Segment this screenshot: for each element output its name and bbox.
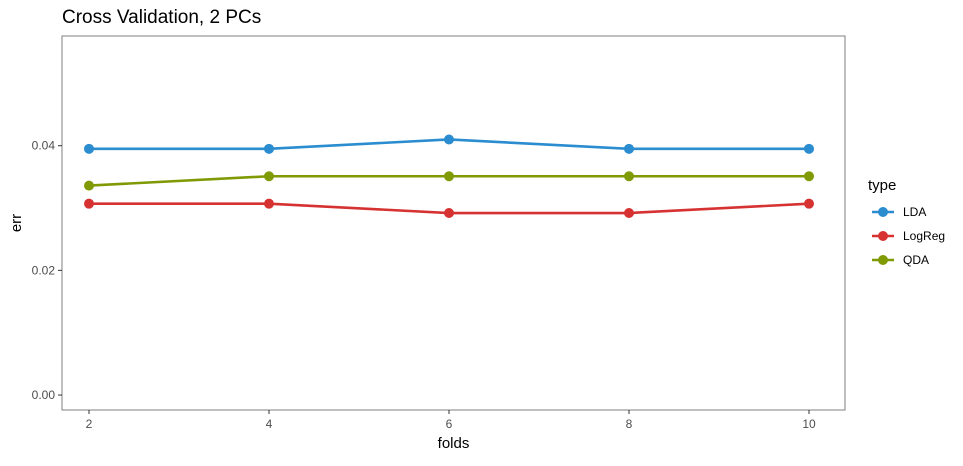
data-point-qda: [84, 180, 94, 191]
y-axis: 0.00 0.02 0.04: [32, 139, 62, 402]
series-logreg: [84, 198, 814, 219]
data-point-logreg: [624, 208, 634, 219]
data-point-logreg: [84, 198, 94, 209]
legend-label: QDA: [903, 253, 929, 267]
chart-title: Cross Validation, 2 PCs: [62, 7, 261, 28]
legend-item-lda: LDA: [872, 205, 926, 219]
data-point-logreg: [264, 198, 274, 209]
legend-key-point: [878, 207, 888, 217]
legend-item-logreg: LogReg: [872, 229, 945, 243]
data-point-qda: [624, 171, 634, 182]
y-tick-label: 0.04: [32, 139, 56, 153]
y-axis-title: err: [8, 214, 25, 232]
legend-label: LogReg: [903, 229, 945, 243]
x-tick-label: 6: [446, 417, 453, 431]
data-point-lda: [444, 134, 454, 145]
data-point-lda: [264, 143, 274, 154]
data-point-qda: [264, 171, 274, 182]
x-axis: 2 4 6 8 10: [86, 410, 816, 431]
x-tick-label: 8: [626, 417, 633, 431]
x-tick-label: 10: [802, 417, 816, 431]
data-point-lda: [624, 143, 634, 154]
x-tick-label: 2: [86, 417, 93, 431]
series-layer: [84, 134, 814, 219]
x-tick-label: 4: [266, 417, 273, 431]
legend-label: LDA: [903, 205, 926, 219]
series-lda: [84, 134, 814, 154]
y-tick-label: 0.02: [32, 263, 56, 277]
x-axis-title: folds: [438, 435, 470, 452]
data-point-lda: [84, 143, 94, 154]
data-point-logreg: [804, 198, 814, 209]
data-point-qda: [804, 171, 814, 182]
data-point-lda: [804, 143, 814, 154]
series-qda: [84, 171, 814, 191]
legend-key-point: [878, 231, 888, 241]
data-point-qda: [444, 171, 454, 182]
y-tick-label: 0.00: [32, 388, 56, 402]
data-point-logreg: [444, 208, 454, 219]
legend-title: type: [868, 177, 896, 194]
plot-panel: [61, 35, 846, 411]
legend-item-qda: QDA: [872, 253, 929, 267]
legend: type LDA LogReg QDA: [868, 177, 945, 267]
legend-key-point: [878, 255, 888, 265]
